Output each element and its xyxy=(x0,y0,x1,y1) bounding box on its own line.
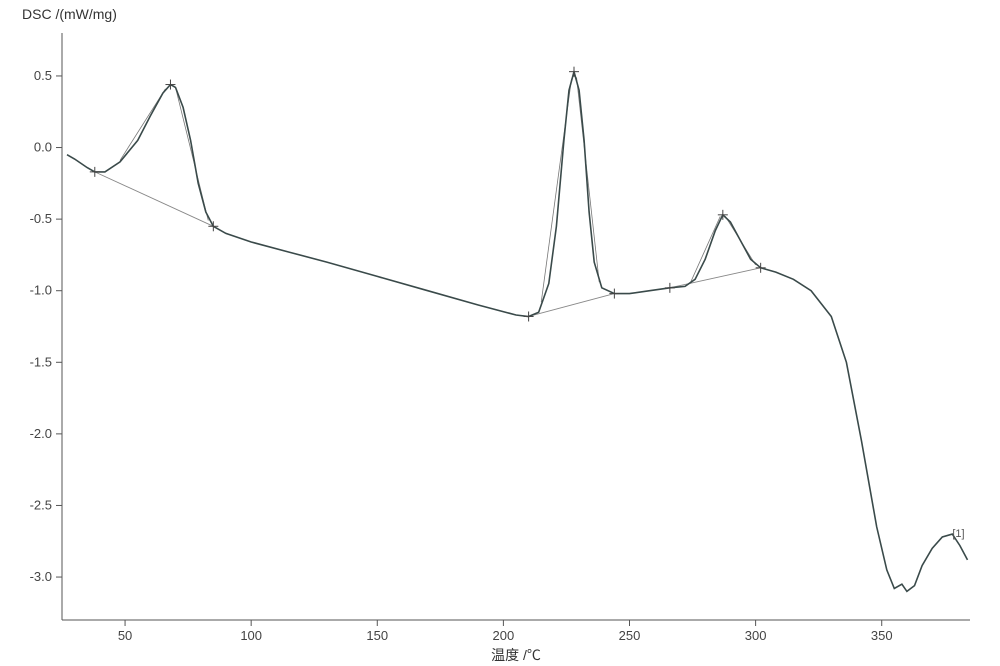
x-tick-label: 350 xyxy=(871,628,893,643)
peak-marker xyxy=(569,67,579,77)
peak-marker xyxy=(524,311,534,321)
chart-svg: 50 100 150 200 250 300 350 温度 /℃ -3.0 -2.5 -2.0 -1.… xyxy=(0,0,1000,666)
x-tick-label: 100 xyxy=(240,628,262,643)
x-axis-label: 温度 /℃ xyxy=(491,647,541,663)
y-tick-label: -2.0 xyxy=(30,426,52,441)
series-annotation: [1] xyxy=(952,528,964,540)
y-tick-label: -2.5 xyxy=(30,497,52,512)
peak-marker xyxy=(90,167,100,177)
x-tick-label: 250 xyxy=(619,628,641,643)
y-tick-label: -3.0 xyxy=(30,569,52,584)
dsc-chart: 50 100 150 200 250 300 350 温度 /℃ -3.0 -2.5 -2.0 -1.… xyxy=(0,0,1000,666)
x-tick-label: 200 xyxy=(493,628,515,643)
peak-tangent xyxy=(690,216,720,283)
y-tick-label: -1.0 xyxy=(30,283,52,298)
peak-marker xyxy=(665,283,675,293)
y-tick-label: -0.5 xyxy=(30,211,52,226)
peak-baseline xyxy=(670,268,761,288)
y-axis-label: DSC /(mW/mg) xyxy=(22,6,117,22)
dsc-curve xyxy=(67,72,968,592)
y-tick-label: 0.5 xyxy=(34,68,52,83)
y-tick-label: 0.0 xyxy=(34,140,52,155)
x-tick-label: 150 xyxy=(366,628,388,643)
y-tick-label: -1.5 xyxy=(30,354,52,369)
x-tick-label: 300 xyxy=(745,628,767,643)
peak-baseline xyxy=(95,172,214,226)
peak-marker xyxy=(208,221,218,231)
x-tick-label: 50 xyxy=(118,628,132,643)
peak-marker xyxy=(609,289,619,299)
peak-tangent xyxy=(577,77,600,282)
